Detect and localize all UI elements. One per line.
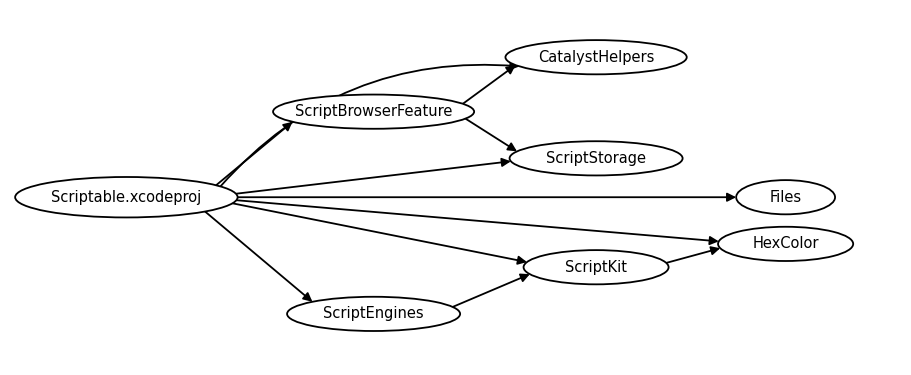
Text: ScriptEngines: ScriptEngines [322, 306, 424, 321]
Ellipse shape [523, 250, 668, 284]
Ellipse shape [287, 297, 460, 331]
Ellipse shape [509, 141, 681, 176]
Text: Files: Files [769, 190, 801, 205]
Text: ScriptKit: ScriptKit [565, 260, 627, 275]
Ellipse shape [735, 180, 834, 214]
Text: Scriptable.xcodeproj: Scriptable.xcodeproj [51, 190, 201, 205]
Text: ScriptStorage: ScriptStorage [546, 151, 645, 166]
Text: CatalystHelpers: CatalystHelpers [537, 50, 653, 65]
Ellipse shape [272, 94, 474, 129]
Text: ScriptBrowserFeature: ScriptBrowserFeature [294, 104, 452, 119]
Ellipse shape [505, 40, 686, 74]
Text: HexColor: HexColor [752, 236, 818, 251]
Ellipse shape [717, 227, 853, 261]
Ellipse shape [15, 177, 238, 218]
